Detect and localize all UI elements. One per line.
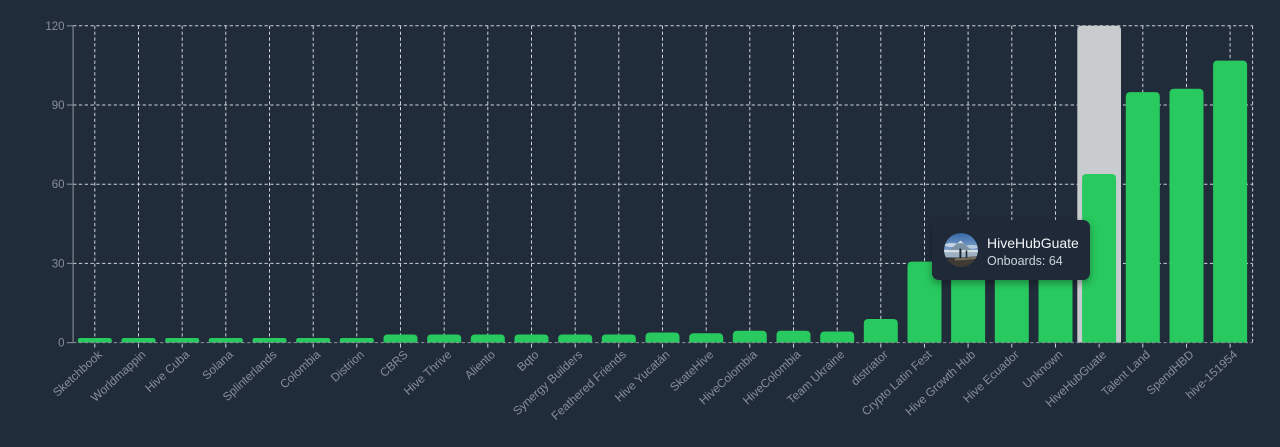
- svg-text:0: 0: [58, 338, 64, 350]
- svg-text:Feathered Friends: Feathered Friends: [548, 347, 629, 423]
- svg-text:Solana: Solana: [199, 347, 236, 382]
- svg-text:60: 60: [52, 179, 65, 191]
- svg-text:30: 30: [52, 258, 65, 270]
- svg-text:90: 90: [52, 100, 65, 112]
- svg-text:Aliento: Aliento: [462, 347, 498, 382]
- svg-text:Hive Cuba: Hive Cuba: [142, 347, 192, 395]
- svg-text:Bqto: Bqto: [514, 347, 542, 374]
- svg-text:Colombia: Colombia: [277, 347, 324, 391]
- svg-text:Hive Thrive: Hive Thrive: [401, 347, 455, 398]
- svg-text:120: 120: [45, 21, 64, 33]
- svg-text:distriator: distriator: [848, 347, 891, 388]
- svg-text:CBRS: CBRS: [377, 347, 411, 380]
- svg-text:Distrion: Distrion: [328, 347, 367, 384]
